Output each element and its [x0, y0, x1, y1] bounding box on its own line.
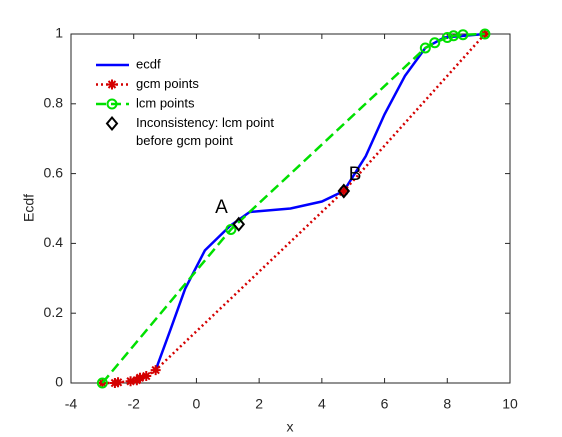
y-axis-label: Ecdf [21, 194, 37, 222]
series-line [101, 32, 485, 384]
marker [113, 377, 124, 388]
marker [337, 183, 351, 199]
y-tick-label: 1 [55, 25, 63, 41]
legend-marker [106, 98, 118, 110]
legend-label: gcm points [136, 76, 199, 91]
x-tick-label: 4 [318, 396, 326, 412]
legend-marker [105, 115, 119, 132]
marker [96, 377, 108, 389]
x-tick-label: 0 [193, 396, 201, 412]
annotation: B [349, 164, 362, 185]
marker [150, 365, 161, 376]
x-tick-label: -4 [65, 396, 78, 412]
marker [419, 42, 431, 54]
marker [479, 28, 491, 40]
y-tick-label: 0.6 [44, 164, 64, 180]
annotation: A [215, 197, 228, 218]
marker [441, 31, 453, 43]
marker [97, 378, 108, 388]
legend-label: before gcm point [136, 133, 233, 148]
marker [125, 376, 136, 387]
y-tick-label: 0 [55, 374, 63, 390]
marker [429, 37, 441, 49]
x-tick-label: -2 [127, 396, 140, 412]
marker [232, 216, 246, 232]
legend: ecdf gcm points lcm points Inconsistency: l… [96, 56, 274, 148]
marker [134, 372, 145, 383]
x-tick-label: 10 [502, 396, 518, 412]
marker [338, 186, 349, 197]
legend-label: lcm points [136, 95, 195, 110]
x-tick-label: 6 [381, 396, 389, 412]
legend-label: ecdf [136, 56, 161, 71]
marker [457, 29, 469, 41]
marker [225, 223, 237, 235]
x-tick-label: 2 [255, 396, 263, 412]
y-tick-label: 0.4 [44, 234, 64, 250]
marker [141, 371, 152, 382]
legend-marker [107, 79, 117, 90]
y-tick-label: 0.8 [44, 95, 64, 111]
x-tick-label: 8 [443, 396, 451, 412]
x-axis-label: x [287, 419, 294, 435]
legend-label: Inconsistency: lcm point [136, 115, 274, 130]
y-tick-label: 0.2 [44, 304, 64, 320]
